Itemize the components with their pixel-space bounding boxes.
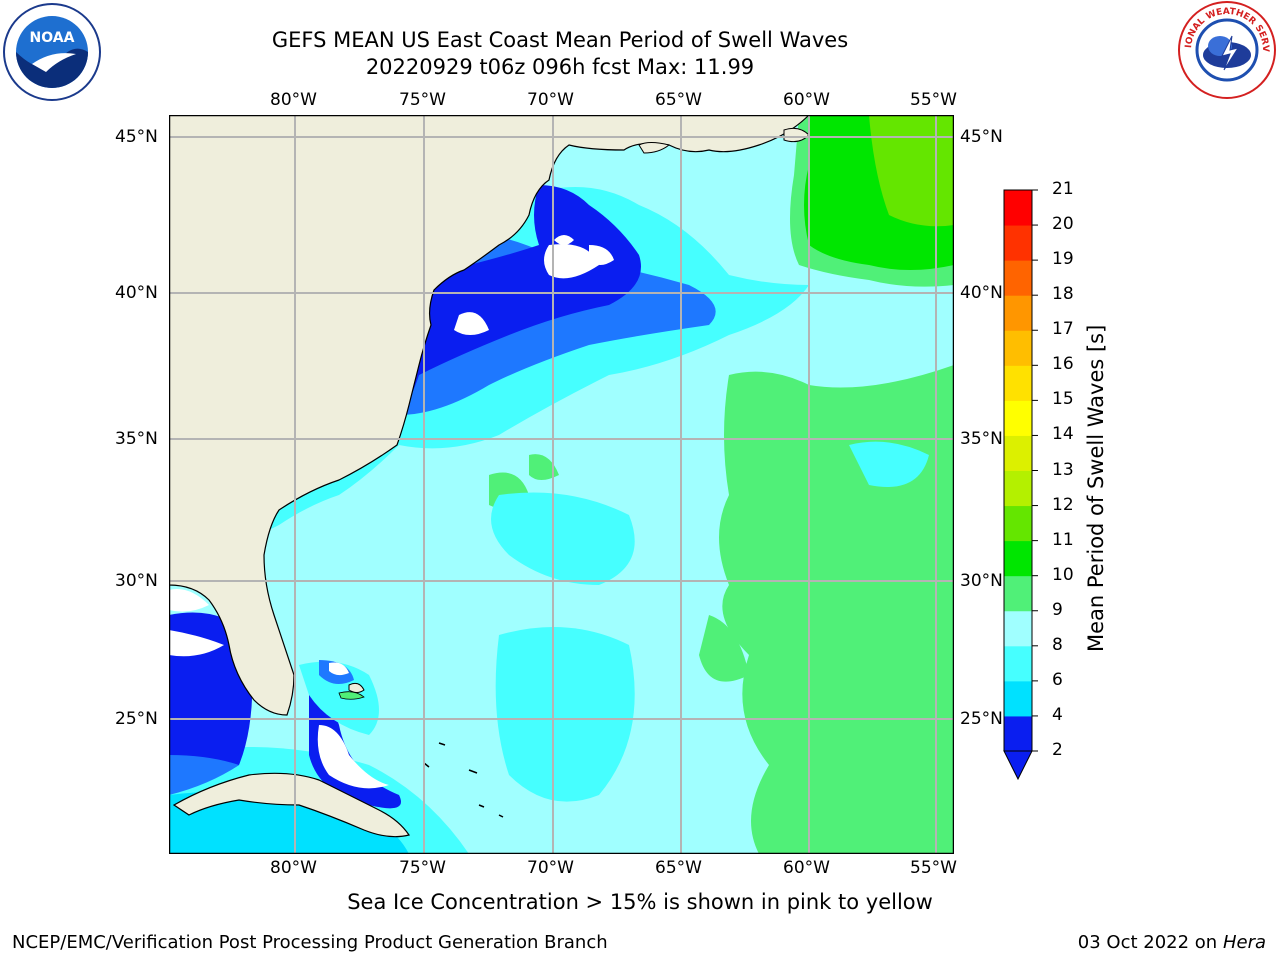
- colorbar-tick-label: 17: [1052, 319, 1074, 340]
- lon-label-top: 55°W: [910, 90, 957, 110]
- lat-label-right: 25°N: [960, 709, 1003, 729]
- graticule: [169, 115, 954, 854]
- sea-ice-note: Sea Ice Concentration > 15% is shown in …: [347, 890, 933, 914]
- colorbar-segment: [1004, 190, 1032, 226]
- footer-date: 03 Oct 2022 on Hera: [1078, 932, 1266, 953]
- colorbar-tick-label: 9: [1052, 599, 1063, 620]
- lon-label-top: 65°W: [655, 90, 702, 110]
- lon-label-bottom: 60°W: [783, 858, 830, 878]
- colorbar-tick-label: 15: [1052, 389, 1074, 410]
- colorbar-tick-label: 19: [1052, 249, 1074, 270]
- colorbar-tick-label: 20: [1052, 214, 1074, 235]
- colorbar-segment: [1004, 330, 1032, 366]
- colorbar-segment: [1004, 715, 1032, 752]
- colorbar-segment: [1004, 435, 1032, 471]
- colorbar-segment: [1004, 680, 1032, 717]
- colorbar-segment: [1004, 400, 1032, 436]
- land-cuba: [172, 772, 410, 838]
- colorbar-tick-label: 4: [1052, 704, 1063, 725]
- colorbar-tick-label: 2: [1052, 740, 1063, 760]
- colorbar-segment: [1004, 645, 1032, 682]
- lon-label-top: 75°W: [399, 90, 446, 110]
- lat-label-left: 25°N: [115, 709, 158, 729]
- colorbar-tick-label: 6: [1052, 669, 1063, 690]
- colorbar-segment: [1004, 540, 1032, 577]
- colorbar-title: Mean Period of Swell Waves [s]: [1084, 324, 1108, 652]
- lat-label-left: 40°N: [115, 283, 158, 303]
- footer-host: Hera: [1222, 932, 1266, 953]
- colorbar-segment: [1004, 505, 1032, 542]
- lon-label-bottom: 75°W: [399, 858, 446, 878]
- nws-logo: NATIONAL WEATHER SERVICE: [1172, 0, 1278, 100]
- colorbar-tick-label: 16: [1052, 354, 1074, 375]
- colorbar-tick-label: 12: [1052, 494, 1074, 515]
- land-north-america: [169, 115, 810, 716]
- noaa-logo: NOAA: [2, 2, 102, 102]
- lon-label-top: 80°W: [270, 90, 317, 110]
- footer-date-text: 03 Oct 2022 on: [1077, 932, 1223, 953]
- swell-2-4-band: [399, 185, 641, 415]
- colorbar-segment: [1004, 295, 1032, 331]
- lon-label-bottom: 80°W: [270, 858, 317, 878]
- chart-subtitle: 20220929 t06z 096h fcst Max: 11.99: [365, 55, 755, 79]
- lat-label-right: 30°N: [960, 571, 1003, 591]
- colorbar-extend-arrow: [1003, 750, 1033, 781]
- colorbar-tick-label: 10: [1052, 564, 1074, 585]
- colorbar-tick-label: 8: [1052, 634, 1063, 655]
- chart-title: GEFS MEAN US East Coast Mean Period of S…: [271, 28, 849, 52]
- colorbar-tick-label: 11: [1052, 529, 1074, 550]
- lon-label-top: 60°W: [783, 90, 830, 110]
- swell-10-11-region: [719, 365, 954, 854]
- lat-label-right: 45°N: [960, 127, 1003, 147]
- colorbar-segment: [1004, 260, 1032, 296]
- lon-label-bottom: 55°W: [910, 858, 957, 878]
- lon-label-bottom: 65°W: [655, 858, 702, 878]
- svg-text:NOAA: NOAA: [30, 30, 75, 46]
- colorbar: [1000, 185, 1048, 785]
- footer-credit: NCEP/EMC/Verification Post Processing Pr…: [12, 932, 608, 953]
- lat-label-left: 45°N: [115, 127, 158, 147]
- colorbar-tick-label: 13: [1052, 459, 1074, 480]
- colorbar-segment: [1004, 610, 1032, 647]
- colorbar-segment: [1004, 365, 1032, 401]
- lat-label-right: 35°N: [960, 429, 1003, 449]
- lat-label-left: 30°N: [115, 571, 158, 591]
- lat-label-left: 35°N: [115, 429, 158, 449]
- lon-label-top: 70°W: [527, 90, 574, 110]
- colorbar-segment: [1004, 225, 1032, 261]
- lon-label-bottom: 70°W: [527, 858, 574, 878]
- colorbar-segment: [1004, 575, 1032, 612]
- colorbar-tick-label: 21: [1052, 179, 1074, 199]
- map-panel: [169, 115, 954, 854]
- colorbar-segment: [1004, 470, 1032, 507]
- colorbar-tick-label: 18: [1052, 284, 1074, 305]
- colorbar-tick-label: 14: [1052, 424, 1074, 445]
- lat-label-right: 40°N: [960, 283, 1003, 303]
